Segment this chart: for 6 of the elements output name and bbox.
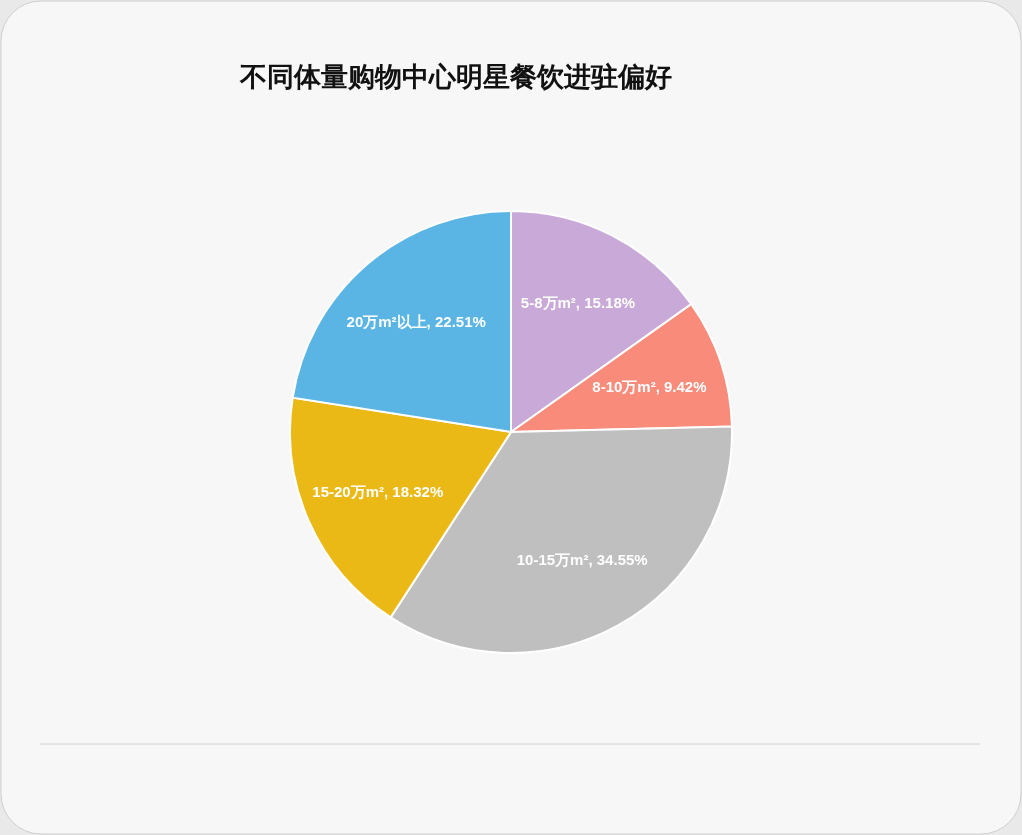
chart-title: 不同体量购物中心明星餐饮进驻偏好 (239, 62, 672, 92)
slice-label: 10-15万m², 34.55% (516, 551, 648, 569)
slice-label: 20万m²以上, 22.51% (346, 313, 486, 331)
slice-label: 8-10万m², 9.42% (592, 378, 707, 395)
slice-label: 15-20万m², 18.32% (312, 483, 444, 501)
slice-label: 5-8万m², 15.18% (520, 294, 636, 312)
